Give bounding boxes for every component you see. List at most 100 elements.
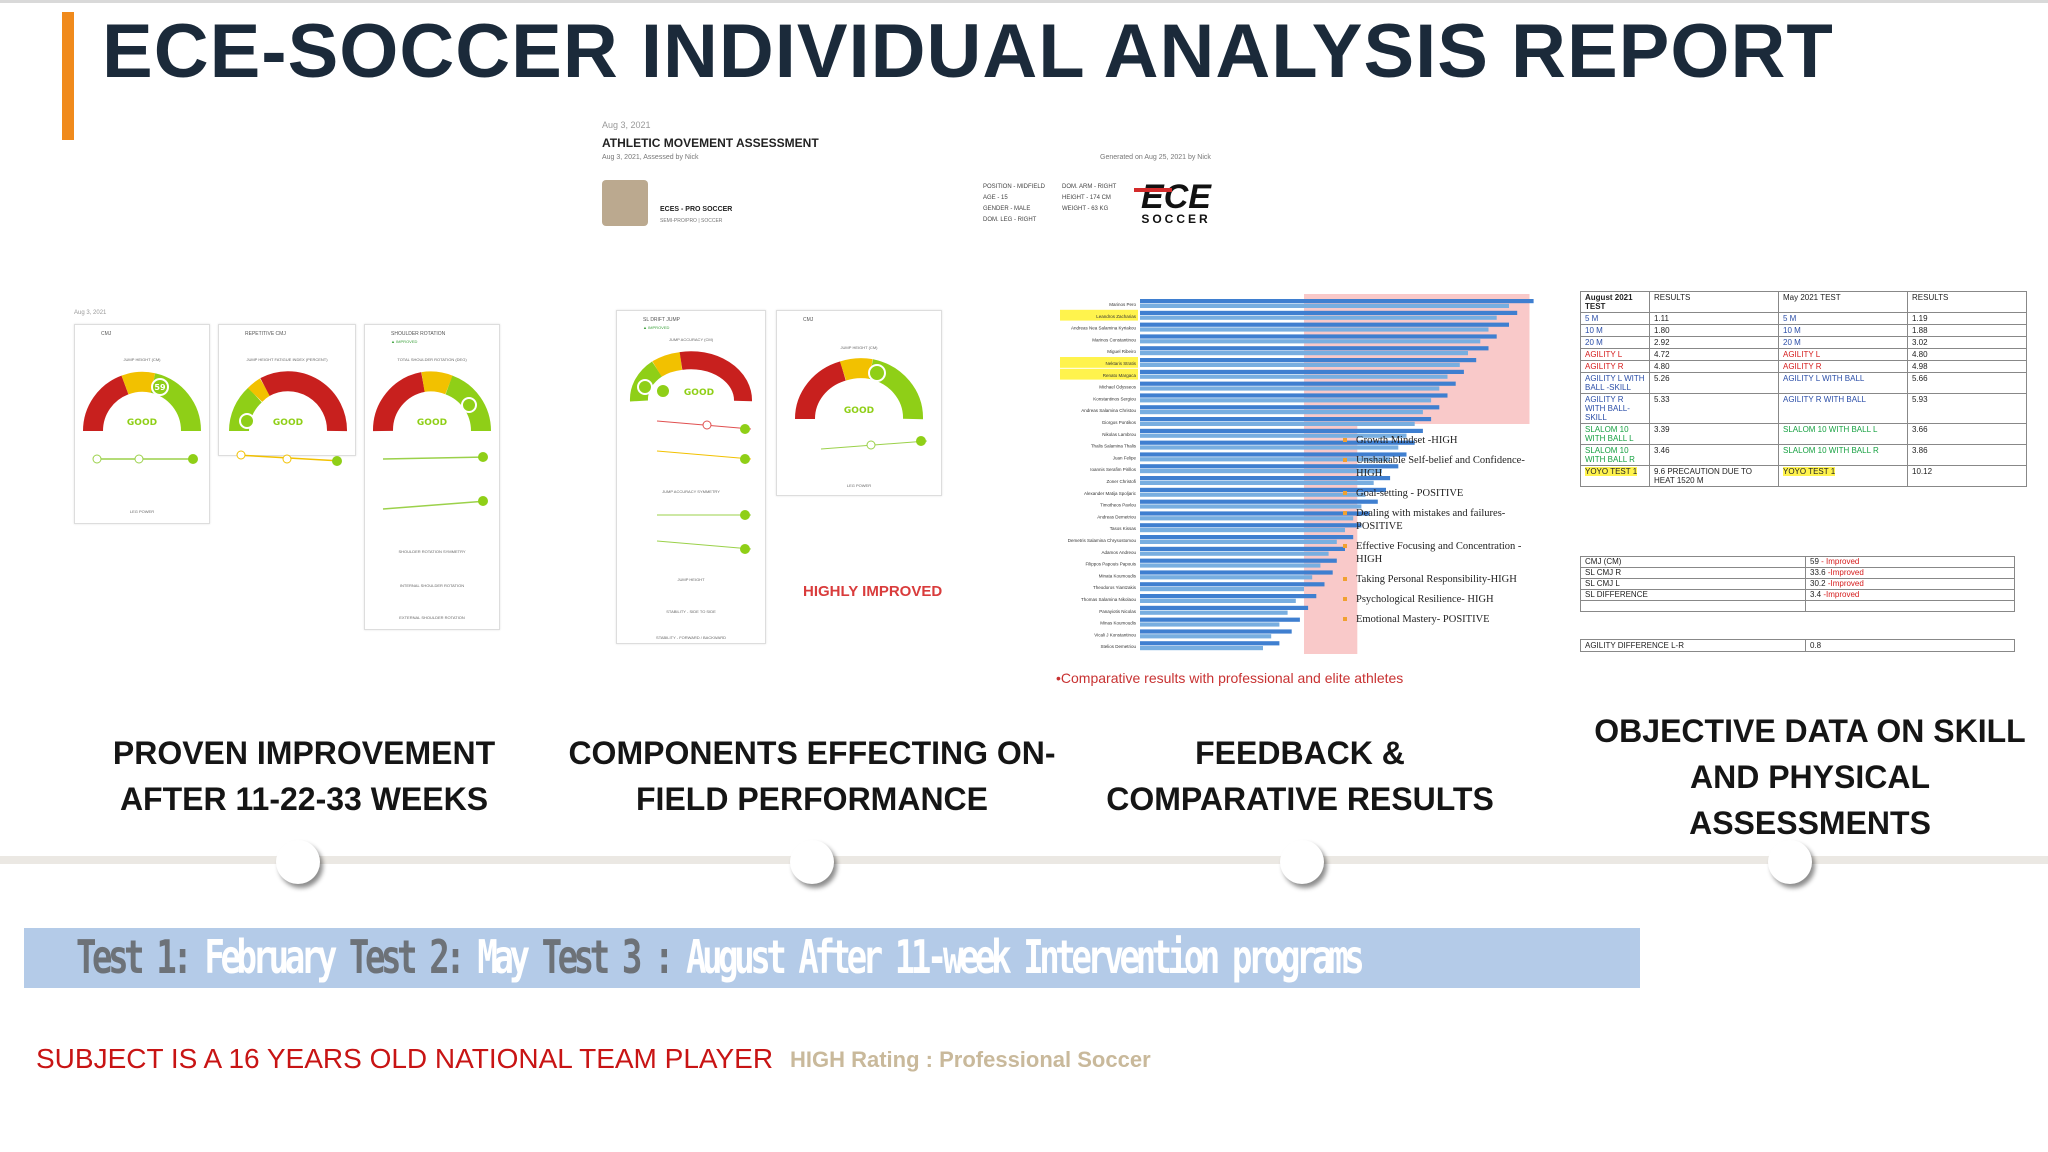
- symmetry-label: SHOULDER ROTATION SYMMETRY: [398, 549, 466, 554]
- title-accent-bar: [62, 12, 74, 140]
- gauge-label: GOOD: [127, 418, 157, 428]
- tick-label: Andreas Nea Salamina Kyriakou: [1071, 326, 1137, 331]
- results-table: August 2021 TEST RESULTS May 2021 TEST R…: [1580, 291, 2027, 487]
- bar-series-1: [1140, 346, 1489, 351]
- tests-text: Test 1: February Test 2: May Test 3 : Au…: [76, 930, 1365, 984]
- category-components: COMPONENTS EFFECTING ON-FIELD PERFORMANC…: [568, 735, 1056, 817]
- bar-series-1: [1140, 511, 1370, 516]
- bar-series-2: [1140, 421, 1415, 426]
- bar-series-2: [1140, 539, 1337, 544]
- tick-label: Adamos Andreou: [1101, 550, 1136, 555]
- tick-label: Nikolas Lambrou: [1102, 432, 1136, 437]
- header-cell: August 2021 TEST: [1580, 291, 1650, 313]
- panel-subtitle: JUMP HEIGHT (CM): [840, 345, 878, 350]
- bar-series-1: [1140, 417, 1432, 422]
- logo-top-text: ECE: [1141, 178, 1212, 216]
- bar-series-1: [1140, 452, 1407, 457]
- tick-label: Marinos Pero: [1109, 302, 1136, 307]
- table-cell: 4.98: [1907, 360, 2027, 373]
- table-cell: 10 M: [1580, 324, 1650, 337]
- header-cell: RESULTS: [1907, 291, 2027, 313]
- agility-diff-value: 0.8: [1805, 639, 2015, 652]
- page-title: ECE-SOCCER INDIVIDUAL ANALYSIS REPORT: [102, 9, 1834, 94]
- table-row: SLALOM 10 WITH BALL L 3.39 SLALOM 10 WITH …: [1580, 423, 2027, 445]
- drift-jump-panel: SL DRIFT JUMP ▲ IMPROVED JUMP ACCURACY (…: [616, 310, 766, 644]
- tick-label: Demetris Salamina Chrysostomou: [1068, 538, 1137, 543]
- cmj-value: 59: [1810, 557, 1819, 566]
- bar-series-2: [1140, 551, 1329, 556]
- report-date: Aug 3, 2021: [602, 120, 651, 130]
- info-gender: GENDER - MALE: [983, 206, 1031, 212]
- tick-label: Theodoros Yiantzakis: [1093, 585, 1137, 590]
- bar-series-2: [1140, 469, 1382, 474]
- highly-improved-label: HIGHLY IMPROVED: [803, 583, 943, 600]
- trend-line: [236, 450, 342, 466]
- table-cell: 5.33: [1649, 393, 1779, 424]
- table-cell: 1.80: [1649, 324, 1779, 337]
- cmj-value-cell: 3.4 -Improved: [1805, 589, 2015, 601]
- gauge-label: GOOD: [684, 388, 714, 398]
- cmj-value-cell: 30.2 -Improved: [1805, 578, 2015, 590]
- bar-series-1: [1140, 546, 1345, 551]
- table-row: [1580, 600, 2015, 612]
- category-feedback: FEEDBACK & COMPARATIVE RESULTS: [1106, 735, 1494, 817]
- bar-series-2: [1140, 598, 1296, 603]
- test-1-month: February: [204, 930, 349, 984]
- bar-series-1: [1140, 393, 1448, 398]
- gauge-label: GOOD: [417, 418, 447, 428]
- table-cell: SLALOM 10 WITH BALL L: [1778, 423, 1908, 445]
- test-2-label: Test 2:: [348, 930, 478, 984]
- avatar: [602, 180, 648, 226]
- table-row: AGILITY R WITH BALL-SKILL 5.33 AGILITY R W…: [1580, 393, 2027, 424]
- tick-label: Minata Koumoudis: [1099, 573, 1137, 578]
- cmj-body: CMJ (CM) 59 - Improved SL CMJ R 33.6 -Impro…: [1580, 556, 2015, 601]
- bar-series-1: [1140, 605, 1309, 610]
- jump-height-label: JUMP HEIGHT: [677, 577, 705, 582]
- panel-date: Aug 3, 2021: [74, 310, 107, 316]
- bar-series-1: [1140, 405, 1440, 410]
- bar-series-1: [1140, 641, 1280, 646]
- panel-title: SHOULDER ROTATION: [391, 331, 446, 337]
- info-dom-arm: DOM. ARM - RIGHT: [1062, 184, 1117, 190]
- bar-series-2: [1140, 646, 1263, 651]
- leg-power-label: LEG POWER: [846, 483, 872, 488]
- bar-series-2: [1140, 610, 1288, 615]
- cmj-label: CMJ (CM): [1580, 556, 1806, 568]
- cmj-value: 33.6: [1810, 568, 1826, 577]
- table-row: SLALOM 10 WITH BALL R 3.46 SLALOM 10 WITH …: [1580, 444, 2027, 466]
- category-objective-data: OBJECTIVE DATA ON SKILL AND PHYSICAL ASS…: [1594, 713, 2026, 841]
- mindset-item: Growth Mindset -HIGH: [1342, 434, 1542, 447]
- trend-line: [382, 496, 488, 510]
- cmj-label: SL CMJ L: [1580, 578, 1806, 590]
- generated-on: Generated on Aug 25, 2021 by Nick: [1100, 154, 1211, 161]
- table-cell: 5.66: [1907, 372, 2027, 394]
- tick-label: Andreas Demetriou: [1097, 514, 1136, 519]
- header-cell: RESULTS: [1649, 291, 1779, 313]
- mindset-item: Dealing with mistakes and failures-POSIT…: [1342, 507, 1542, 533]
- table-cell: AGILITY L: [1778, 348, 1908, 361]
- bar-series-1: [1140, 617, 1300, 622]
- mindset-list: Growth Mindset -HIGH Unshakable Self-bel…: [1342, 434, 1542, 633]
- bar-series-1: [1140, 535, 1354, 540]
- bar-series-2: [1140, 362, 1460, 367]
- table-row: CMJ (CM) 59 - Improved: [1580, 556, 2015, 568]
- table-cell: AGILITY L: [1580, 348, 1650, 361]
- info-height: HEIGHT - 174 CM: [1062, 195, 1111, 201]
- bar-series-1: [1140, 440, 1415, 445]
- table-cell: AGILITY R WITH BALL-SKILL: [1580, 393, 1650, 424]
- table-cell: YOYO TEST 1: [1580, 465, 1650, 487]
- table-row: YOYO TEST 1 9.6 PRECAUTION DUE TO HEAT 15…: [1580, 465, 2027, 487]
- category-proven-improvement: PROVEN IMPROVEMENT AFTER 11-22-33 WEEKS: [112, 735, 496, 817]
- bar-series-1: [1140, 428, 1423, 433]
- mindset-item: Psychological Resilience- HIGH: [1342, 593, 1542, 606]
- table-cell: SLALOM 10 WITH BALL L: [1580, 423, 1650, 445]
- agility-difference-table: AGILITY DIFFERENCE L-R 0.8: [1580, 639, 2015, 652]
- improved-badge: ▲ IMPROVED: [643, 325, 670, 330]
- stability-side-label: STABILITY - SIDE TO SIDE: [666, 609, 716, 614]
- bar-series-2: [1140, 433, 1407, 438]
- cmj-panel: CMJ JUMP HEIGHT (CM) 59 GOOD LEG POWER: [74, 324, 210, 524]
- table-cell: SLALOM 10 WITH BALL R: [1580, 444, 1650, 466]
- gauge-label: GOOD: [273, 418, 303, 428]
- panel-title: REPETITIVE CMJ: [245, 331, 286, 337]
- bar-series-2: [1140, 303, 1509, 308]
